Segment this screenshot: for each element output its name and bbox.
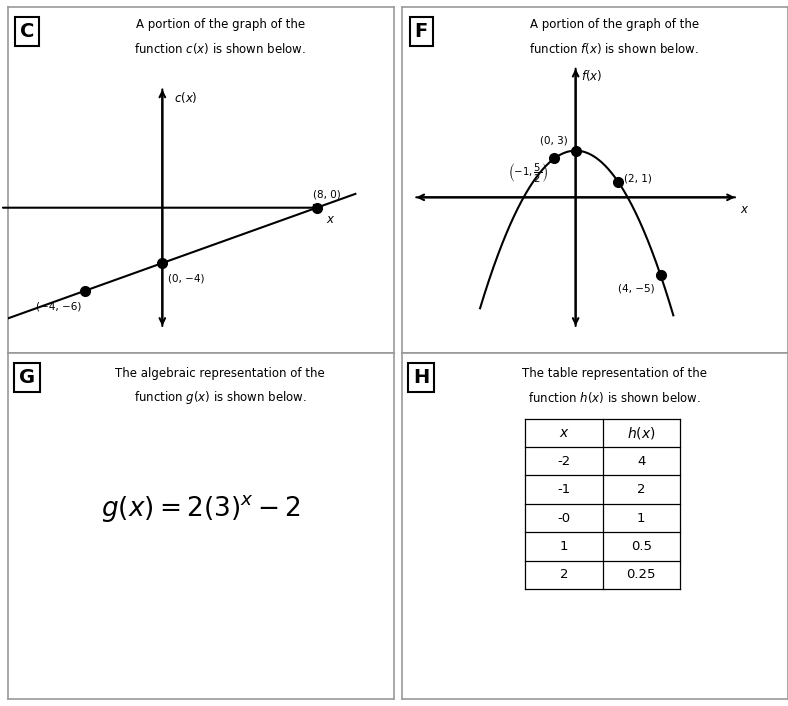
Text: $\left(-1,\dfrac{5}{2}\right)$: $\left(-1,\dfrac{5}{2}\right)$ xyxy=(508,162,548,185)
Text: $f$($x$): $f$($x$) xyxy=(582,68,603,83)
Text: (−4, −6): (−4, −6) xyxy=(36,301,81,311)
Text: function $g$($x$) is shown below.: function $g$($x$) is shown below. xyxy=(134,390,307,407)
Text: H: H xyxy=(413,368,429,387)
Text: C: C xyxy=(20,22,35,41)
Text: (8, 0): (8, 0) xyxy=(313,189,340,199)
Text: 1: 1 xyxy=(637,512,645,525)
Text: 1: 1 xyxy=(559,540,568,553)
Text: (4, −5): (4, −5) xyxy=(618,284,655,294)
Text: -2: -2 xyxy=(557,455,571,468)
Text: A portion of the graph of the: A portion of the graph of the xyxy=(136,18,305,31)
Text: -0: -0 xyxy=(557,512,571,525)
Text: $x$: $x$ xyxy=(740,203,749,216)
Text: $h(x)$: $h(x)$ xyxy=(627,425,656,441)
Text: 4: 4 xyxy=(637,455,645,468)
Text: $x$: $x$ xyxy=(559,426,570,440)
Text: (0, 3): (0, 3) xyxy=(540,136,568,145)
Text: F: F xyxy=(414,22,428,41)
Text: (2, 1): (2, 1) xyxy=(624,173,652,184)
Text: 0.25: 0.25 xyxy=(626,568,656,581)
Text: A portion of the graph of the: A portion of the graph of the xyxy=(530,18,699,31)
Text: -1: -1 xyxy=(557,483,571,496)
Text: 2: 2 xyxy=(559,568,568,581)
Text: 2: 2 xyxy=(637,483,645,496)
Text: function $c$($x$) is shown below.: function $c$($x$) is shown below. xyxy=(134,41,307,56)
Text: G: G xyxy=(19,368,35,387)
Text: The algebraic representation of the: The algebraic representation of the xyxy=(115,367,325,381)
Text: (0, −4): (0, −4) xyxy=(168,273,205,283)
Text: function $f$($x$) is shown below.: function $f$($x$) is shown below. xyxy=(530,41,699,56)
Text: $x$: $x$ xyxy=(326,213,336,227)
Text: $c$($x$): $c$($x$) xyxy=(174,90,198,105)
Text: The table representation of the: The table representation of the xyxy=(522,367,707,381)
Text: function $h$($x$) is shown below.: function $h$($x$) is shown below. xyxy=(528,390,701,405)
Text: $g(x) = 2(3)^x - 2$: $g(x) = 2(3)^x - 2$ xyxy=(101,493,301,524)
Text: 0.5: 0.5 xyxy=(630,540,652,553)
